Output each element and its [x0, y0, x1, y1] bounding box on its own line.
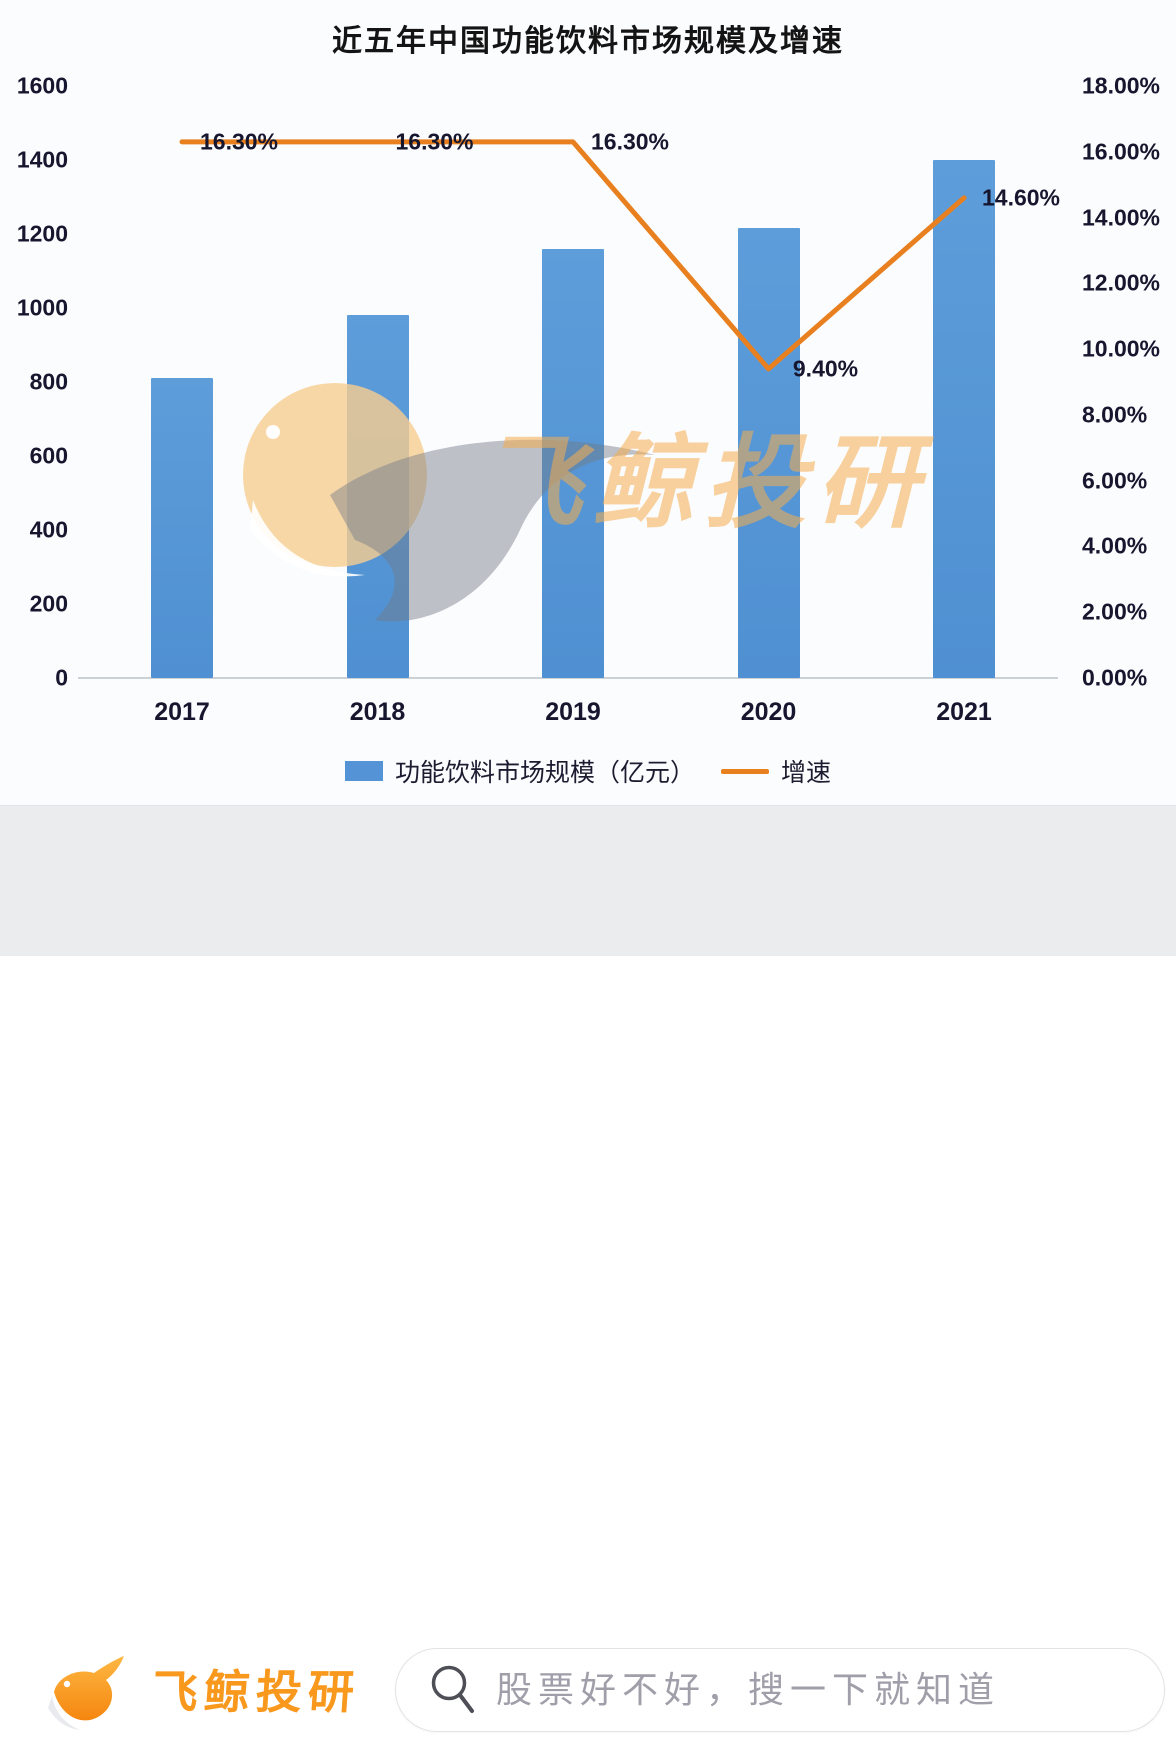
- legend-item-growth: 增速: [721, 753, 831, 789]
- brand-logo: [40, 1646, 132, 1738]
- y-axis-tick-right: 8.00%: [1082, 401, 1148, 428]
- x-axis-line: [78, 677, 1058, 679]
- y-axis-tick-left: 600: [29, 442, 68, 469]
- y-axis-tick-right: 4.00%: [1082, 532, 1148, 559]
- line-series-label: 增速: [781, 759, 832, 787]
- bar-2021: [933, 160, 995, 678]
- y-axis-tick-right: 2.00%: [1082, 598, 1148, 625]
- brand-logo-text: 飞鲸投研: [150, 1666, 362, 1718]
- x-axis-label: 2018: [349, 698, 406, 726]
- y-axis-tick-left: 1000: [16, 294, 68, 321]
- chart-legend: 功能饮料市场规模（亿元） 增速: [0, 752, 1176, 790]
- line-point-label: 9.40%: [792, 355, 859, 382]
- y-axis-tick-left: 0: [55, 664, 68, 691]
- chart-title: 近五年中国功能饮料市场规模及增速: [332, 25, 844, 58]
- bottom-banner: 飞鲸投研: [0, 805, 1176, 1738]
- y-axis-tick-right: 18.00%: [1082, 72, 1161, 99]
- search-bar[interactable]: [395, 1648, 1165, 1732]
- x-axis-label: 2019: [545, 698, 601, 726]
- line-point-label: 16.30%: [590, 128, 670, 155]
- whale-logo-icon: [40, 1646, 132, 1738]
- y-axis-tick-left: 400: [29, 516, 68, 543]
- y-axis-tick-right: 0.00%: [1082, 664, 1148, 691]
- y-axis-tick-left: 1600: [16, 72, 68, 99]
- y-axis-tick-left: 1200: [16, 220, 68, 247]
- line-series-swatch: [721, 768, 769, 774]
- x-axis-label: 2021: [936, 698, 992, 726]
- y-axis-tick-left: 1400: [16, 146, 68, 173]
- y-axis-tick-right: 12.00%: [1082, 269, 1161, 296]
- search-icon: [431, 1665, 474, 1713]
- growth-line: [179, 139, 967, 372]
- x-axis-label: 2020: [740, 698, 797, 726]
- y-axis-tick-right: 14.00%: [1082, 204, 1161, 231]
- bar-series-label: 功能饮料市场规模（亿元）: [394, 759, 695, 787]
- line-point-label: 14.60%: [981, 184, 1061, 211]
- search-input[interactable]: [496, 1669, 1136, 1711]
- plot-area: 1600 1400 1200 1000 800 600 400 200 0 18.00% 16.00…: [0, 0, 1176, 805]
- bar-2017: [151, 378, 213, 678]
- y-axis-tick-right: 10.00%: [1082, 335, 1161, 362]
- bar-2019: [542, 248, 604, 678]
- line-point-label: 16.30%: [199, 128, 279, 155]
- chart-card: 近五年中国功能饮料市场规模及增速 1600 1400 1200 1000 800 600 4…: [0, 0, 1176, 805]
- bar-series-swatch: [344, 761, 383, 781]
- y-axis-tick-left: 800: [29, 368, 68, 395]
- y-axis-tick-left: 200: [29, 590, 68, 617]
- bar-2020: [737, 228, 800, 678]
- y-axis-tick-right: 16.00%: [1082, 138, 1161, 165]
- legend-item-market-size: 功能饮料市场规模（亿元）: [344, 753, 695, 789]
- y-axis-tick-right: 6.00%: [1082, 467, 1148, 494]
- line-point-label: 16.30%: [395, 128, 474, 155]
- x-axis-label: 2017: [154, 698, 210, 726]
